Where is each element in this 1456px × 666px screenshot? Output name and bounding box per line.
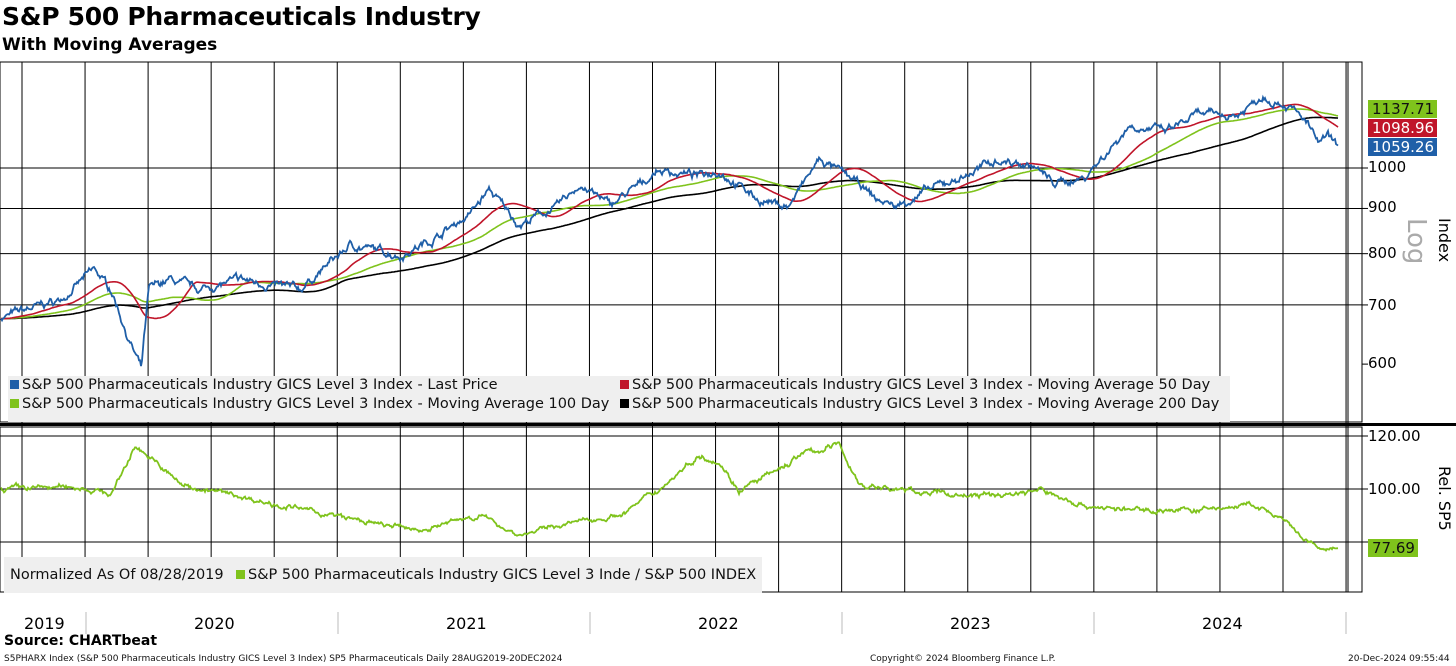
y-tick-120: 120.00 <box>1368 427 1421 445</box>
legend-label: Normalized As Of 08/28/2019 <box>10 567 224 583</box>
ma50-last-value-tag: 1098.96 <box>1368 119 1438 137</box>
legend-item-ma50: S&P 500 Pharmaceuticals Industry GICS Le… <box>620 377 1210 393</box>
y-tick-1000: 1000 <box>1368 158 1407 176</box>
y-tick-800: 800 <box>1368 244 1397 262</box>
legend-bottom <box>4 557 762 593</box>
y-tick-900: 900 <box>1368 198 1397 216</box>
top-panel-frame <box>0 61 1363 423</box>
relative-performance-line <box>0 441 1339 553</box>
rel-axis-label: Rel. SP5 <box>1435 466 1454 531</box>
legend-top <box>8 376 1230 422</box>
log-scale-label: Log <box>1401 218 1431 265</box>
legend-normalized-note: Normalized As Of 08/28/2019 <box>10 567 224 583</box>
rel-last-value-tag: 77.69 <box>1368 539 1418 557</box>
chart-subtitle: With Moving Averages <box>2 35 218 55</box>
footer-description: S5PHARX Index (S&P 500 Pharmaceuticals I… <box>4 654 563 664</box>
footer-copyright: Copyright© 2024 Bloomberg Finance L.P. <box>870 654 1056 664</box>
legend-item-ma200: S&P 500 Pharmaceuticals Industry GICS Le… <box>620 396 1219 412</box>
x-tick-2022: 2022 <box>698 614 739 633</box>
last-price-tag: 1059.26 <box>1368 138 1438 156</box>
x-tick-2020: 2020 <box>194 614 235 633</box>
x-tick-2021: 2021 <box>446 614 487 633</box>
legend-item-last-price: S&P 500 Pharmaceuticals Industry GICS Le… <box>10 377 498 393</box>
x-tick-2023: 2023 <box>950 614 991 633</box>
y-axis-label: Index <box>1435 218 1454 263</box>
legend-label: S&P 500 Pharmaceuticals Industry GICS Le… <box>632 396 1220 412</box>
y-tick-600: 600 <box>1368 354 1397 372</box>
footer-timestamp: 20-Dec-2024 09:55:44 <box>1348 654 1450 664</box>
y-tick-100: 100.00 <box>1368 480 1421 498</box>
x-tick-2019: 2019 <box>24 614 65 633</box>
legend-item-rel: S&P 500 Pharmaceuticals Industry GICS Le… <box>236 567 756 583</box>
source-label: Source: CHARTbeat <box>4 633 158 649</box>
y-tick-700: 700 <box>1368 296 1397 314</box>
x-tick-2024: 2024 <box>1202 614 1243 633</box>
ma100-last-value-tag: 1137.71 <box>1368 100 1438 118</box>
legend-label: S&P 500 Pharmaceuticals Industry GICS Le… <box>22 377 498 393</box>
legend-label: S&P 500 Pharmaceuticals Industry GICS Le… <box>22 396 610 412</box>
ma200-line <box>1 116 1339 320</box>
last-price-line <box>0 94 1339 367</box>
legend-item-ma100: S&P 500 Pharmaceuticals Industry GICS Le… <box>10 396 609 412</box>
ma50-line <box>1 103 1339 320</box>
chart-title: S&P 500 Pharmaceuticals Industry <box>2 2 481 31</box>
legend-label: S&P 500 Pharmaceuticals Industry GICS Le… <box>632 377 1211 393</box>
ma100-line <box>1 108 1339 320</box>
legend-label: S&P 500 Pharmaceuticals Industry GICS Le… <box>248 567 757 583</box>
